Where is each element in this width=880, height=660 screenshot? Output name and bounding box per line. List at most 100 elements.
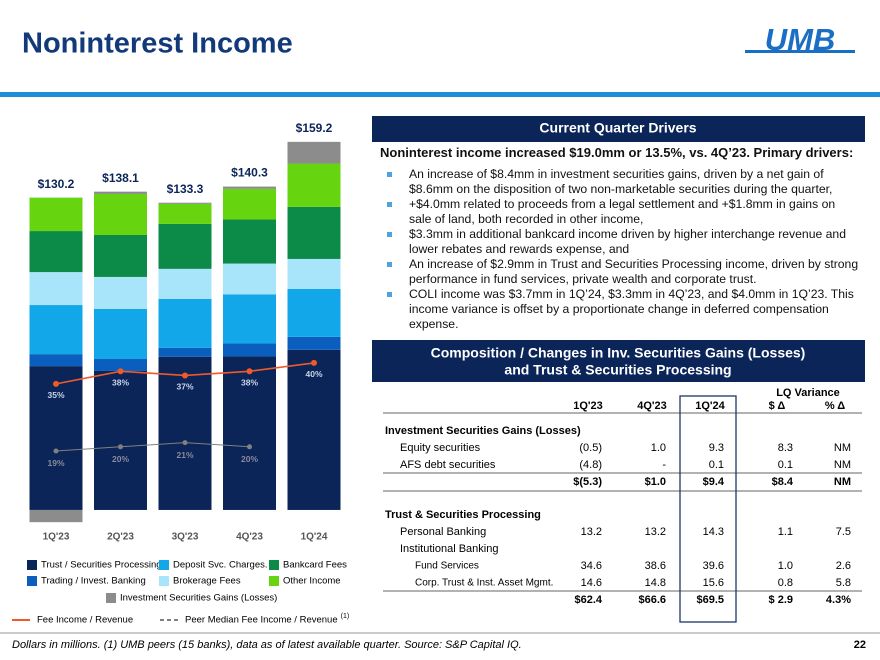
footnote: Dollars in millions. (1) UMB peers (15 b… <box>12 639 522 651</box>
line-series <box>55 442 250 452</box>
table-cell: NM <box>834 476 851 488</box>
bar-segment <box>94 276 147 309</box>
highlight-column <box>679 395 737 623</box>
section-title: Investment Securities Gains (Losses) <box>385 425 581 437</box>
table-cell: $8.4 <box>772 476 794 488</box>
bar-segment <box>158 203 212 224</box>
table-cell: 0.1 <box>778 459 793 471</box>
driver-bullet: An increase of $2.9mm in Trust and Secur… <box>387 257 859 286</box>
section-title: Trust & Securities Processing <box>385 509 541 521</box>
bar-segment <box>158 347 212 357</box>
legend-label: Fee Income / Revenue <box>37 615 133 626</box>
bar-segment <box>94 234 147 277</box>
drivers-title: Current Quarter Drivers <box>539 120 696 136</box>
total-label: $133.3 <box>167 182 204 196</box>
table-cell: NM <box>834 442 851 454</box>
row-label: Personal Banking <box>400 526 486 538</box>
table-title: Composition / Changes in Inv. Securities… <box>431 345 806 361</box>
table-cell: 15.6 <box>703 577 724 589</box>
bar-segment <box>223 356 276 510</box>
table-bar <box>372 340 865 382</box>
bar-segment <box>287 206 341 259</box>
legend-label: Deposit Svc. Charges. <box>173 560 268 571</box>
bar-segment <box>29 231 83 273</box>
column-header: 1Q'24 <box>695 400 725 412</box>
line-label: 35% <box>47 390 64 400</box>
driver-bullet: COLI income was $3.7mm in 1Q’24, $3.3mm … <box>387 287 860 332</box>
legend-swatch <box>159 576 169 586</box>
bar-segment <box>287 288 341 337</box>
table-cell: - <box>662 459 666 471</box>
driver-bullet: +$4.0mm related to proceeds from a legal… <box>387 197 860 227</box>
legend-swatch <box>106 593 116 603</box>
table-title: and Trust & Securities Processing <box>504 362 731 378</box>
bar-segment <box>223 219 276 264</box>
line-label: 20% <box>241 454 258 464</box>
column-header: 1Q'23 <box>573 400 603 412</box>
x-tick-label: 2Q'23 <box>107 532 134 543</box>
bar-segment <box>287 336 341 350</box>
line-point <box>182 440 188 446</box>
bar-segment <box>287 163 341 207</box>
driver-bullet: $3.3mm in additional bankcard income dri… <box>387 227 860 257</box>
bar-segment <box>29 354 83 367</box>
line-point <box>246 368 253 375</box>
table-cell: 4.3% <box>826 594 851 606</box>
legend-label: Trust / Securities Processing <box>41 560 162 571</box>
bar-segment <box>287 349 341 510</box>
bar-segment <box>158 356 212 510</box>
line-point <box>182 372 188 379</box>
line-point <box>311 359 317 366</box>
table-cell: 0.1 <box>709 459 724 471</box>
total-label: $159.2 <box>296 121 333 135</box>
table-cell: NM <box>834 459 851 471</box>
table-cell: 1.0 <box>778 560 793 572</box>
bar-segment <box>158 223 212 269</box>
bar-segment <box>29 366 83 510</box>
bar-segment <box>158 268 212 299</box>
total-label: $138.1 <box>102 171 139 185</box>
table-cell: $62.4 <box>574 594 602 606</box>
table-cell: 1.1 <box>778 526 793 538</box>
table-cell: (0.5) <box>579 442 602 454</box>
driver-bullet: An increase of $8.4mm in investment secu… <box>387 167 860 197</box>
bar-segment <box>223 294 276 344</box>
header-rule <box>0 92 880 97</box>
line-point <box>53 448 59 454</box>
bar-segment <box>223 186 276 189</box>
legend-note: (1) <box>341 613 350 620</box>
line-label: 38% <box>112 378 129 388</box>
line-point <box>53 380 59 387</box>
bar-segment <box>94 370 147 510</box>
table-cell: 14.6 <box>581 577 602 589</box>
table-cell: 5.8 <box>836 577 851 589</box>
bar-segment <box>158 202 212 204</box>
table-cell: $ 2.9 <box>769 594 793 606</box>
bar-segment <box>94 191 147 194</box>
bar-segment <box>94 358 147 371</box>
legend-swatch <box>269 560 279 570</box>
row-label: Institutional Banking <box>400 543 498 555</box>
bar-segment <box>94 193 147 235</box>
table-cell: $66.6 <box>638 594 666 606</box>
drivers-bar <box>372 116 865 142</box>
bar-segment <box>29 305 83 355</box>
drivers-headline: Noninterest income increased $19.0mm or … <box>380 145 854 160</box>
legend-label: Trading / Invest. Banking <box>41 576 146 587</box>
page-number: 22 <box>854 639 866 651</box>
legend-label: Investment Securities Gains (Losses) <box>120 593 277 604</box>
legend-label: Other Income <box>283 576 341 587</box>
legend-swatch <box>269 576 279 586</box>
bar-segment <box>29 197 83 232</box>
row-label: Equity securities <box>400 442 481 454</box>
table-cell: 14.3 <box>703 526 724 538</box>
line-point <box>117 368 124 375</box>
table-cell: 0.8 <box>778 577 793 589</box>
total-label: $130.2 <box>38 177 75 191</box>
table-cell: 1.0 <box>651 442 666 454</box>
bar-segment <box>29 272 83 306</box>
driver-list: An increase of $8.4mm in investment secu… <box>380 167 860 332</box>
bar-segment <box>158 298 212 348</box>
table-cell: $69.5 <box>696 594 724 606</box>
